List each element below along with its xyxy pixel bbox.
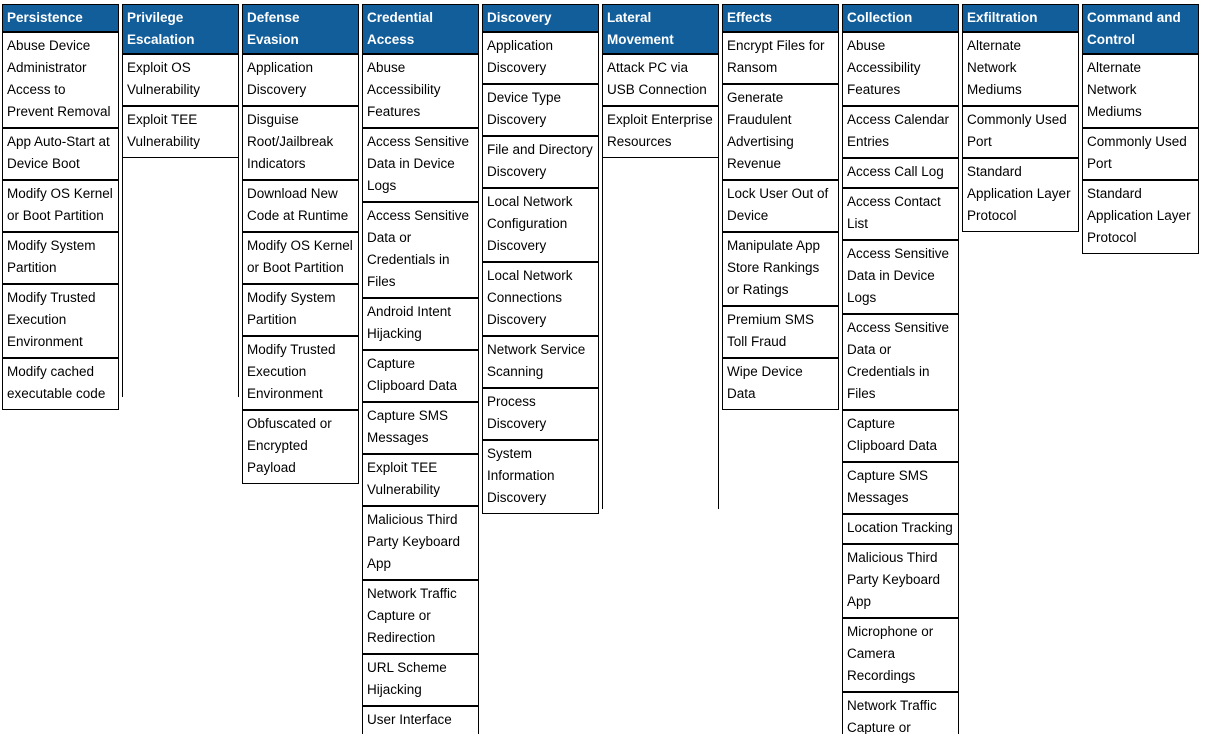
- tactic-header-command_and_control[interactable]: Command and Control: [1082, 4, 1199, 54]
- technique-cell[interactable]: Application Discovery: [482, 32, 599, 84]
- technique-cell[interactable]: Access Calendar Entries: [842, 106, 959, 158]
- technique-cell[interactable]: Capture Clipboard Data: [842, 410, 959, 462]
- matrix-column-defense_evasion: Defense Evasion Application Discovery Disg…: [242, 4, 359, 484]
- technique-cell[interactable]: URL Scheme Hijacking: [362, 654, 479, 706]
- technique-cell[interactable]: Modify System Partition: [2, 232, 119, 284]
- technique-cell[interactable]: Modify OS Kernel or Boot Partition: [2, 180, 119, 232]
- technique-cell[interactable]: Lock User Out of Device: [722, 180, 839, 232]
- tactic-header-collection[interactable]: Collection: [842, 4, 959, 32]
- technique-cell[interactable]: Obfuscated or Encrypted Payload: [242, 410, 359, 484]
- technique-cell[interactable]: Application Discovery: [242, 54, 359, 106]
- technique-cell[interactable]: Android Intent Hijacking: [362, 298, 479, 350]
- technique-cell[interactable]: App Auto-Start at Device Boot: [2, 128, 119, 180]
- matrix-column-privilege_escalation: Privilege Escalation Exploit OS Vulnerabi…: [122, 4, 239, 397]
- technique-cell[interactable]: Abuse Accessibility Features: [362, 54, 479, 128]
- technique-cell[interactable]: Network Service Scanning: [482, 336, 599, 388]
- technique-cell[interactable]: Access Sensitive Data in Device Logs: [362, 128, 479, 202]
- tactic-header-discovery[interactable]: Discovery: [482, 4, 599, 32]
- matrix-column-persistence: Persistence Abuse Device Administrator Ac…: [2, 4, 119, 410]
- technique-cell[interactable]: Modify Trusted Execution Environment: [2, 284, 119, 358]
- technique-cell[interactable]: Modify Trusted Execution Environment: [242, 336, 359, 410]
- technique-cell[interactable]: User Interface: [362, 706, 479, 734]
- technique-cell[interactable]: Process Discovery: [482, 388, 599, 440]
- matrix-column-discovery: Discovery Application Discovery Device Typ…: [482, 4, 599, 514]
- technique-cell[interactable]: Local Network Connections Discovery: [482, 262, 599, 336]
- matrix-column-effects: Effects Encrypt Files for Ransom Generate …: [722, 4, 839, 410]
- technique-cell[interactable]: Network Traffic Capture or Redirection: [362, 580, 479, 654]
- technique-cell[interactable]: Manipulate App Store Rankings or Ratings: [722, 232, 839, 306]
- technique-cell[interactable]: Exploit TEE Vulnerability: [122, 106, 239, 158]
- technique-cell[interactable]: Local Network Configuration Discovery: [482, 188, 599, 262]
- technique-cell[interactable]: Access Contact List: [842, 188, 959, 240]
- technique-cell[interactable]: Capture SMS Messages: [362, 402, 479, 454]
- technique-cell[interactable]: Disguise Root/Jailbreak Indicators: [242, 106, 359, 180]
- technique-cell[interactable]: Commonly Used Port: [1082, 128, 1199, 180]
- technique-cell[interactable]: Standard Application Layer Protocol: [962, 158, 1079, 232]
- technique-cell[interactable]: Access Sensitive Data in Device Logs: [842, 240, 959, 314]
- tactic-header-credential_access[interactable]: Credential Access: [362, 4, 479, 54]
- technique-cell[interactable]: Access Call Log: [842, 158, 959, 188]
- empty-column-extension: [602, 158, 719, 509]
- technique-cell[interactable]: Malicious Third Party Keyboard App: [842, 544, 959, 618]
- technique-cell[interactable]: Network Traffic Capture or: [842, 692, 959, 734]
- tactic-header-defense_evasion[interactable]: Defense Evasion: [242, 4, 359, 54]
- technique-cell[interactable]: Premium SMS Toll Fraud: [722, 306, 839, 358]
- tactic-header-lateral_movement[interactable]: Lateral Movement: [602, 4, 719, 54]
- technique-cell[interactable]: Standard Application Layer Protocol: [1082, 180, 1199, 254]
- tactic-header-privilege_escalation[interactable]: Privilege Escalation: [122, 4, 239, 54]
- technique-cell[interactable]: Microphone or Camera Recordings: [842, 618, 959, 692]
- technique-cell[interactable]: Capture SMS Messages: [842, 462, 959, 514]
- technique-cell[interactable]: Location Tracking: [842, 514, 959, 544]
- technique-cell[interactable]: Abuse Device Administrator Access to Pre…: [2, 32, 119, 128]
- technique-cell[interactable]: Malicious Third Party Keyboard App: [362, 506, 479, 580]
- matrix-column-collection: Collection Abuse Accessibility Features Ac…: [842, 4, 959, 734]
- technique-cell[interactable]: Exploit OS Vulnerability: [122, 54, 239, 106]
- technique-cell[interactable]: Device Type Discovery: [482, 84, 599, 136]
- technique-cell[interactable]: Modify System Partition: [242, 284, 359, 336]
- tactic-header-exfiltration[interactable]: Exfiltration: [962, 4, 1079, 32]
- technique-cell[interactable]: Alternate Network Mediums: [1082, 54, 1199, 128]
- technique-cell[interactable]: Access Sensitive Data or Credentials in …: [842, 314, 959, 410]
- technique-cell[interactable]: Exploit TEE Vulnerability: [362, 454, 479, 506]
- technique-cell[interactable]: Encrypt Files for Ransom: [722, 32, 839, 84]
- technique-cell[interactable]: Modify cached executable code: [2, 358, 119, 410]
- technique-cell[interactable]: Exploit Enterprise Resources: [602, 106, 719, 158]
- technique-cell[interactable]: Attack PC via USB Connection: [602, 54, 719, 106]
- technique-cell[interactable]: System Information Discovery: [482, 440, 599, 514]
- matrix-column-exfiltration: Exfiltration Alternate Network Mediums Com…: [962, 4, 1079, 232]
- technique-cell[interactable]: Download New Code at Runtime: [242, 180, 359, 232]
- technique-cell[interactable]: Commonly Used Port: [962, 106, 1079, 158]
- tactic-header-persistence[interactable]: Persistence: [2, 4, 119, 32]
- technique-cell[interactable]: File and Directory Discovery: [482, 136, 599, 188]
- technique-cell[interactable]: Abuse Accessibility Features: [842, 32, 959, 106]
- empty-column-extension: [122, 158, 239, 397]
- technique-cell[interactable]: Capture Clipboard Data: [362, 350, 479, 402]
- matrix-column-credential_access: Credential Access Abuse Accessibility Fea…: [362, 4, 479, 734]
- matrix-column-command_and_control: Command and Control Alternate Network Med…: [1082, 4, 1199, 254]
- technique-cell[interactable]: Alternate Network Mediums: [962, 32, 1079, 106]
- matrix-column-lateral_movement: Lateral Movement Attack PC via USB Connec…: [602, 4, 719, 509]
- technique-cell[interactable]: Wipe Device Data: [722, 358, 839, 410]
- technique-cell[interactable]: Generate Fraudulent Advertising Revenue: [722, 84, 839, 180]
- technique-cell[interactable]: Modify OS Kernel or Boot Partition: [242, 232, 359, 284]
- tactic-header-effects[interactable]: Effects: [722, 4, 839, 32]
- technique-cell[interactable]: Access Sensitive Data or Credentials in …: [362, 202, 479, 298]
